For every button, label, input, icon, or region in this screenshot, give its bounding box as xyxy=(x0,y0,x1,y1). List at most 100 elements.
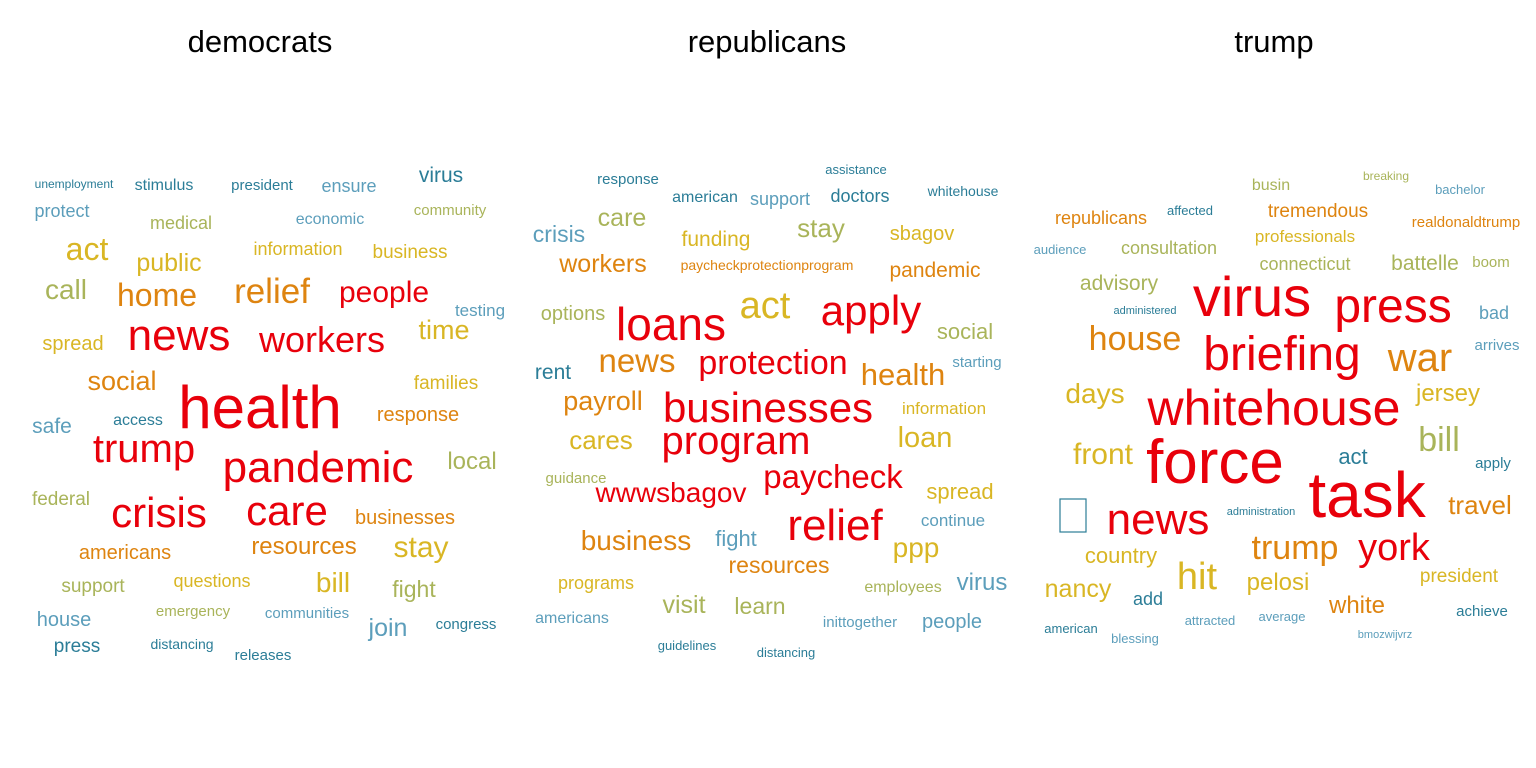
word-press: press xyxy=(1334,280,1451,333)
word-guidance: guidance xyxy=(546,470,607,487)
word-fight: fight xyxy=(392,576,436,602)
word-guidelines: guidelines xyxy=(658,638,717,653)
word-loans: loans xyxy=(616,298,726,350)
word-house: house xyxy=(37,609,92,631)
word-crisis: crisis xyxy=(111,489,207,536)
word-continue: continue xyxy=(921,511,985,530)
panel-republicans: republicans assistance response american su… xyxy=(533,24,1008,660)
word-cloud-republicans: assistance response american support doctors… xyxy=(533,162,1008,660)
word-inittogether: inittogether xyxy=(823,614,897,631)
word-spread: spread xyxy=(926,479,993,504)
word-president: president xyxy=(1420,566,1499,587)
word-american: american xyxy=(672,189,738,206)
word-rent: rent xyxy=(535,361,571,384)
word-visit: visit xyxy=(662,591,705,619)
word-travel: travel xyxy=(1448,490,1512,520)
word-distancing: distancing xyxy=(150,636,213,652)
word-crisis: crisis xyxy=(533,221,585,247)
word-bill: bill xyxy=(316,567,350,598)
word-trump: trump xyxy=(93,427,195,471)
word-add: add xyxy=(1133,589,1163,609)
word-assistance: assistance xyxy=(825,162,886,177)
word-congress: congress xyxy=(436,616,497,633)
word-news: news xyxy=(128,311,231,360)
word-york: york xyxy=(1358,527,1431,569)
word-bmozwijvrz: bmozwijvrz xyxy=(1358,629,1412,641)
word-resources: resources xyxy=(729,552,830,578)
word-pandemic: pandemic xyxy=(223,443,414,492)
word-battelle: battelle xyxy=(1391,252,1459,275)
word-virus: virus xyxy=(1193,265,1311,328)
missing-glyph-box xyxy=(1059,498,1087,533)
word-spread: spread xyxy=(42,333,103,355)
word-businesses: businesses xyxy=(355,507,455,529)
word-audience: audience xyxy=(1034,242,1087,257)
word-care: care xyxy=(246,487,328,534)
word-business: business xyxy=(373,242,448,263)
word-businesses: businesses xyxy=(663,384,873,431)
word-health: health xyxy=(861,357,945,392)
word-professionals: professionals xyxy=(1255,227,1355,246)
panel-trump: trump busin breaking bachelor republicans af… xyxy=(1034,24,1521,646)
word-people: people xyxy=(339,276,429,309)
word-realdonaldtrump: realdonaldtrump xyxy=(1412,214,1520,231)
word-briefing: briefing xyxy=(1203,328,1360,381)
word-questions: questions xyxy=(173,571,250,591)
word-call: call xyxy=(45,274,87,305)
word-cloud-democrats: unemployment stimulus president ensure virus… xyxy=(32,164,505,664)
word-options: options xyxy=(541,303,606,325)
word-doctors: doctors xyxy=(830,186,889,206)
word-ensure: ensure xyxy=(321,176,376,196)
word-arrives: arrives xyxy=(1474,337,1519,354)
word-american: american xyxy=(1044,621,1097,636)
word-social: social xyxy=(937,319,993,344)
word-program: program xyxy=(662,419,811,463)
word-stay: stay xyxy=(393,531,448,564)
word-administration: administration xyxy=(1227,506,1295,518)
word-paycheckprotectionprogram: paycheckprotectionprogram xyxy=(681,257,854,273)
word-distancing: distancing xyxy=(757,645,816,660)
word-bachelor: bachelor xyxy=(1435,182,1486,197)
word-home: home xyxy=(117,277,197,313)
word-ppp: ppp xyxy=(893,532,940,563)
word-blessing: blessing xyxy=(1111,631,1159,646)
word-press: press xyxy=(54,636,100,657)
word-apply: apply xyxy=(821,287,921,334)
word-apply: apply xyxy=(1475,455,1511,472)
word-protect: protect xyxy=(34,201,89,221)
word-employees: employees xyxy=(864,579,941,596)
word-relief: relief xyxy=(234,272,310,311)
word-president: president xyxy=(231,177,294,194)
word-trump: trump xyxy=(1252,529,1339,567)
word-social: social xyxy=(87,366,156,396)
word-families: families xyxy=(414,373,478,394)
word-country: country xyxy=(1085,543,1157,568)
word-affected: affected xyxy=(1167,203,1213,218)
word-funding: funding xyxy=(682,228,751,251)
word-information: information xyxy=(253,239,342,259)
word-attracted: attracted xyxy=(1185,613,1236,628)
word-front: front xyxy=(1073,438,1134,471)
word-task: task xyxy=(1308,459,1426,531)
word-act: act xyxy=(1338,444,1367,469)
word-house: house xyxy=(1089,320,1182,358)
word-local: local xyxy=(447,448,496,475)
word-war: war xyxy=(1387,336,1452,380)
word-bad: bad xyxy=(1479,303,1509,323)
word-hit: hit xyxy=(1177,556,1218,598)
word-people: people xyxy=(922,611,982,633)
word-resources: resources xyxy=(251,533,356,560)
word-stimulus: stimulus xyxy=(135,177,194,194)
word-americans: americans xyxy=(535,610,609,627)
word-pandemic: pandemic xyxy=(889,259,980,282)
word-virus: virus xyxy=(419,164,463,187)
word-information: information xyxy=(902,399,986,418)
word-access: access xyxy=(113,412,163,429)
word-starting: starting xyxy=(952,354,1001,371)
word-boom: boom xyxy=(1472,254,1510,271)
word-achieve: achieve xyxy=(1456,603,1508,620)
word-sbagov: sbagov xyxy=(890,223,955,245)
word-cares: cares xyxy=(569,425,633,455)
word-medical: medical xyxy=(150,213,212,233)
